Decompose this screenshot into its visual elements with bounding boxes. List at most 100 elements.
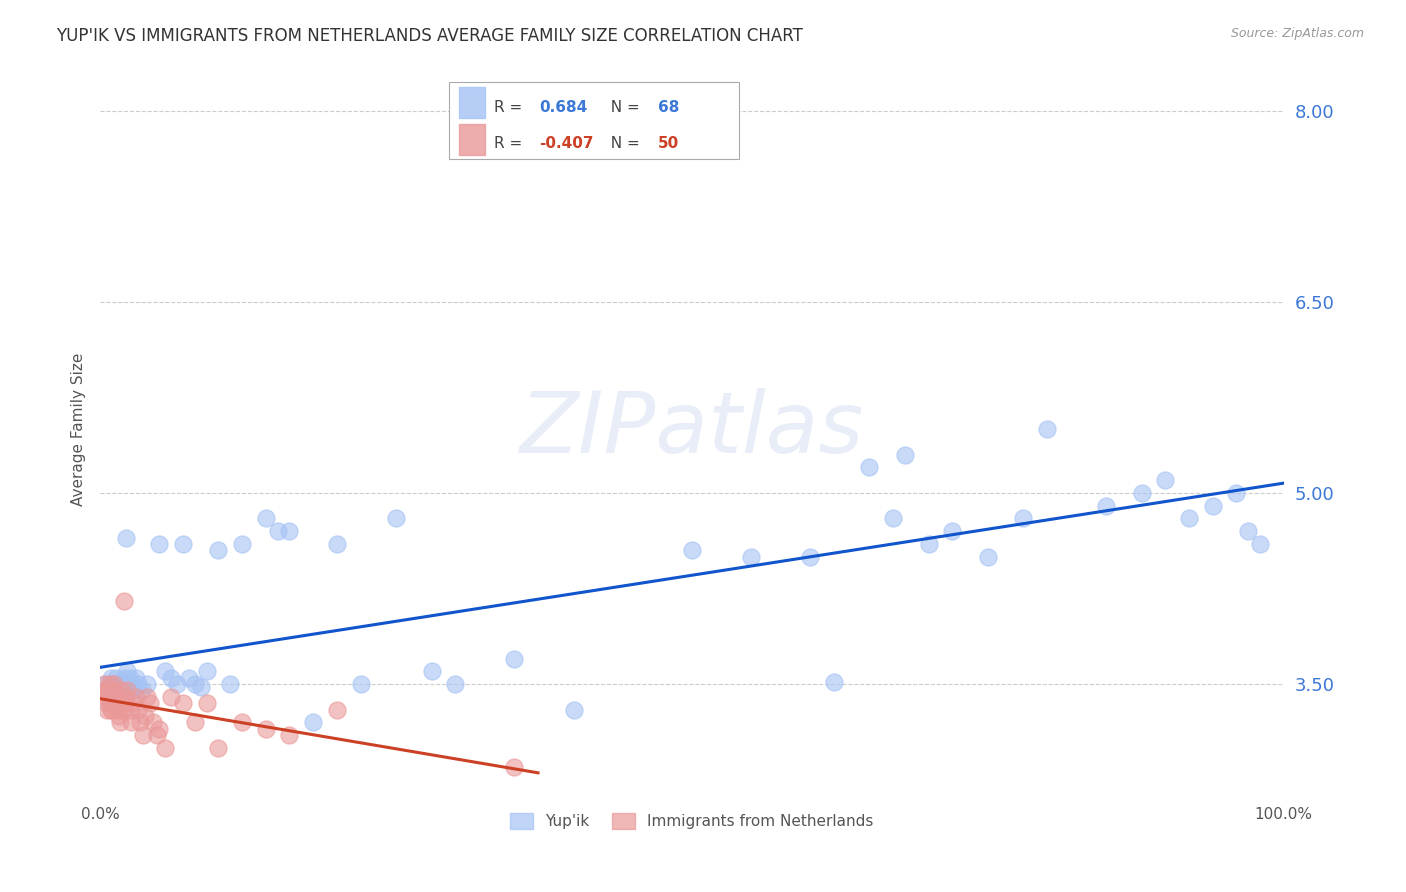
Point [94, 696, 117, 710]
Point [111, 703, 134, 717]
Point [111, 680, 134, 694]
Point [94, 677, 117, 691]
Point [120, 677, 142, 691]
Point [101, 677, 124, 691]
Point [139, 696, 162, 710]
Point [132, 728, 155, 742]
Point [1225, 486, 1247, 500]
Point [349, 677, 371, 691]
Text: 50: 50 [658, 136, 679, 152]
Point [160, 690, 183, 704]
Point [136, 690, 159, 704]
Point [148, 722, 170, 736]
Point [278, 728, 301, 742]
Text: 68: 68 [658, 100, 679, 115]
Point [136, 677, 159, 691]
Text: -0.407: -0.407 [540, 136, 593, 152]
Text: ZIPatlas: ZIPatlas [520, 388, 865, 471]
Point [127, 703, 149, 717]
Point [444, 677, 467, 691]
Point [112, 671, 135, 685]
Point [1012, 511, 1035, 525]
Point [105, 677, 128, 691]
Point [1154, 473, 1177, 487]
Point [385, 511, 408, 525]
Point [1178, 511, 1201, 525]
Point [124, 671, 146, 685]
Text: R =: R = [495, 136, 527, 152]
Point [172, 696, 194, 710]
Point [326, 537, 349, 551]
Point [98, 677, 121, 691]
Point [117, 683, 139, 698]
Point [115, 531, 138, 545]
Point [124, 690, 146, 704]
Point [148, 537, 170, 551]
Point [112, 594, 135, 608]
Point [1095, 499, 1118, 513]
Point [134, 709, 156, 723]
Point [122, 696, 145, 710]
Point [110, 715, 132, 730]
Point [166, 677, 188, 691]
Text: N =: N = [600, 136, 644, 152]
Point [93, 677, 115, 691]
Point [142, 715, 165, 730]
FancyBboxPatch shape [458, 87, 485, 119]
Point [101, 683, 124, 698]
Point [100, 671, 122, 685]
Point [103, 696, 125, 710]
Point [172, 537, 194, 551]
Point [103, 683, 125, 698]
Point [94, 683, 117, 698]
Point [107, 683, 129, 698]
Point [562, 703, 585, 717]
Point [94, 690, 117, 704]
Point [177, 671, 200, 685]
Point [97, 683, 120, 698]
Point [117, 665, 139, 679]
Point [799, 549, 821, 564]
Point [254, 511, 277, 525]
Point [740, 549, 762, 564]
Point [420, 665, 443, 679]
Point [100, 703, 122, 717]
Point [190, 680, 212, 694]
Point [155, 665, 177, 679]
Point [105, 696, 128, 710]
Point [219, 677, 242, 691]
Point [266, 524, 288, 538]
Point [101, 690, 124, 704]
Point [207, 740, 229, 755]
Point [100, 690, 122, 704]
Point [941, 524, 963, 538]
Point [131, 683, 153, 698]
Point [114, 690, 136, 704]
Point [858, 460, 880, 475]
Point [195, 665, 218, 679]
Point [97, 683, 120, 698]
Point [110, 674, 132, 689]
Point [98, 677, 121, 691]
Point [118, 671, 141, 685]
Text: YUP'IK VS IMMIGRANTS FROM NETHERLANDS AVERAGE FAMILY SIZE CORRELATION CHART: YUP'IK VS IMMIGRANTS FROM NETHERLANDS AV… [56, 27, 803, 45]
FancyBboxPatch shape [458, 124, 485, 155]
Text: 0.684: 0.684 [540, 100, 588, 115]
Point [195, 696, 218, 710]
FancyBboxPatch shape [450, 82, 740, 160]
Point [184, 677, 207, 691]
Point [146, 728, 169, 742]
Point [231, 537, 253, 551]
Point [117, 677, 139, 691]
Point [155, 740, 177, 755]
Point [1130, 486, 1153, 500]
Point [231, 715, 253, 730]
Y-axis label: Average Family Size: Average Family Size [72, 352, 86, 506]
Point [1036, 422, 1059, 436]
Point [503, 651, 526, 665]
Point [894, 448, 917, 462]
Point [107, 703, 129, 717]
Point [254, 722, 277, 736]
Text: N =: N = [600, 100, 644, 115]
Point [121, 683, 143, 698]
